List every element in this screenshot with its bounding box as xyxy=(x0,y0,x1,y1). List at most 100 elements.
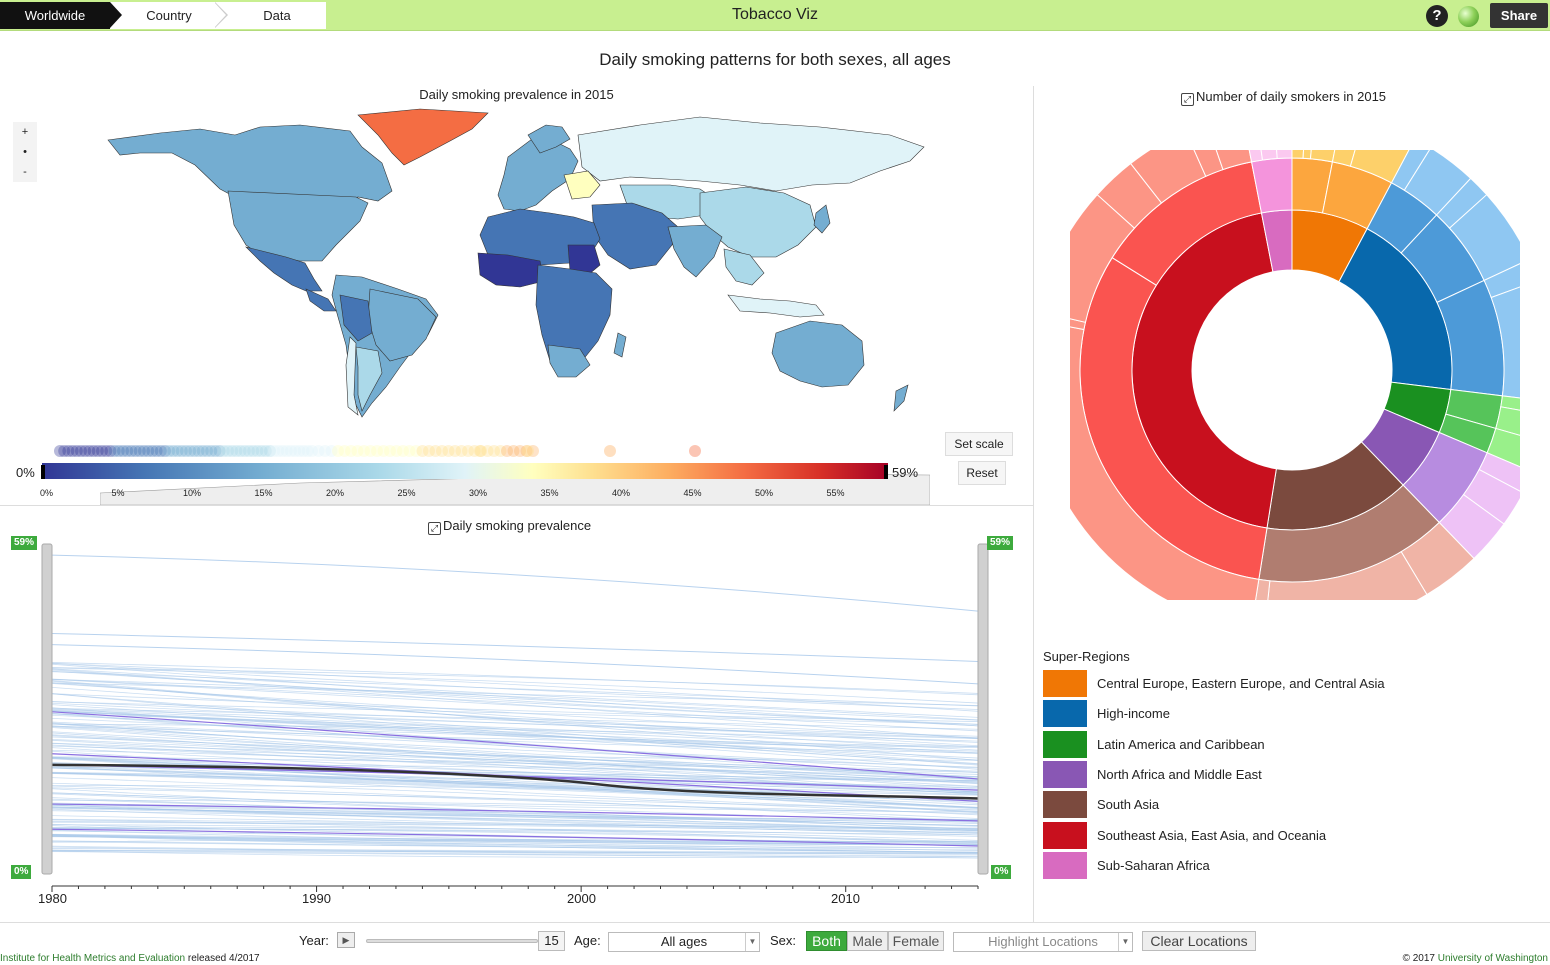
country-dot[interactable] xyxy=(468,445,481,457)
expand-icon[interactable]: ⤢ xyxy=(428,522,441,535)
country-distribution-dots[interactable] xyxy=(50,443,710,459)
country-dot[interactable] xyxy=(514,445,526,457)
country-dot[interactable] xyxy=(272,445,285,457)
country-dot[interactable] xyxy=(87,445,100,457)
country-dot[interactable] xyxy=(104,445,117,457)
country-dot[interactable] xyxy=(226,445,239,457)
tab-data[interactable]: Data xyxy=(214,2,326,29)
country-dot[interactable] xyxy=(79,445,92,457)
set-scale-button[interactable]: Set scale xyxy=(945,432,1013,456)
country-dot[interactable] xyxy=(62,445,75,457)
country-dot[interactable] xyxy=(201,445,213,457)
share-button[interactable]: Share xyxy=(1490,3,1548,28)
location-line[interactable] xyxy=(51,709,979,755)
ihme-logo-icon[interactable] xyxy=(1458,6,1479,27)
location-line[interactable] xyxy=(51,712,979,781)
country-dot[interactable] xyxy=(230,445,243,457)
country-dot[interactable] xyxy=(146,445,159,457)
country-dot[interactable] xyxy=(205,445,218,457)
location-line[interactable] xyxy=(51,702,979,740)
expand-icon[interactable]: ⤢ xyxy=(1181,93,1194,106)
reset-button[interactable]: Reset xyxy=(958,461,1006,485)
legend-item[interactable]: High-income xyxy=(1043,700,1170,728)
zoom-out-button[interactable]: - xyxy=(23,166,27,178)
country-dot[interactable] xyxy=(494,445,507,457)
country-dot[interactable] xyxy=(397,445,409,457)
location-line[interactable] xyxy=(51,644,979,685)
range-handle-left[interactable] xyxy=(41,543,53,875)
country-dot[interactable] xyxy=(345,445,357,457)
legend-item[interactable]: South Asia xyxy=(1043,791,1159,819)
location-line[interactable] xyxy=(51,797,979,833)
country-dot[interactable] xyxy=(117,445,129,457)
country-dot[interactable] xyxy=(474,445,486,457)
country-dot[interactable] xyxy=(280,445,293,457)
location-line[interactable] xyxy=(51,662,979,696)
location-line[interactable] xyxy=(51,678,979,721)
legend-max-handle[interactable] xyxy=(884,465,888,479)
country-dot[interactable] xyxy=(423,445,435,457)
country-dot[interactable] xyxy=(171,445,184,457)
location-line[interactable] xyxy=(51,782,979,823)
country-dot[interactable] xyxy=(70,445,83,457)
location-line[interactable] xyxy=(51,835,979,851)
sex-male-toggle[interactable]: Male xyxy=(847,931,888,951)
country-dot[interactable] xyxy=(312,445,325,457)
location-line[interactable] xyxy=(51,834,979,846)
country-dot[interactable] xyxy=(163,445,176,457)
country-dot[interactable] xyxy=(377,445,390,457)
country-arc[interactable] xyxy=(1265,551,1428,600)
highlight-locations-select[interactable]: Highlight Locations ▼ xyxy=(953,932,1133,952)
country-dot[interactable] xyxy=(188,445,201,457)
location-line[interactable] xyxy=(51,670,979,721)
country-dot[interactable] xyxy=(96,445,108,457)
country-dot[interactable] xyxy=(403,445,416,457)
country-dot[interactable] xyxy=(462,445,474,457)
clear-locations-button[interactable]: Clear Locations xyxy=(1142,931,1256,951)
location-line[interactable] xyxy=(51,721,979,754)
world-map[interactable] xyxy=(100,105,930,505)
country-dot[interactable] xyxy=(58,445,71,457)
smokers-sunburst[interactable] xyxy=(1070,150,1520,600)
help-icon[interactable]: ? xyxy=(1426,5,1448,27)
legend-min-handle[interactable] xyxy=(41,465,45,479)
country-dot[interactable] xyxy=(54,445,66,457)
country-dot[interactable] xyxy=(604,445,616,457)
play-button[interactable]: ▶ xyxy=(337,932,355,948)
tab-country[interactable]: Country xyxy=(110,2,228,29)
country-dot[interactable] xyxy=(112,445,125,457)
location-line[interactable] xyxy=(51,734,979,772)
location-line[interactable] xyxy=(51,700,979,737)
location-line[interactable] xyxy=(51,667,979,704)
country-dot[interactable] xyxy=(522,445,534,457)
location-line[interactable] xyxy=(51,668,979,718)
color-scale-legend[interactable] xyxy=(42,463,888,479)
country-dot[interactable] xyxy=(371,445,383,457)
location-line[interactable] xyxy=(51,808,979,830)
country-dot[interactable] xyxy=(319,445,331,457)
uw-link[interactable]: University of Washington xyxy=(1437,953,1548,964)
location-line[interactable] xyxy=(51,738,979,785)
country-arc[interactable] xyxy=(1070,320,1260,600)
location-line[interactable] xyxy=(51,840,979,854)
location-line[interactable] xyxy=(51,777,979,816)
country-dot[interactable] xyxy=(222,445,234,457)
location-line[interactable] xyxy=(51,554,979,612)
country-dot[interactable] xyxy=(520,445,533,457)
location-line[interactable] xyxy=(51,686,979,743)
country-dot[interactable] xyxy=(332,445,344,457)
country-dot[interactable] xyxy=(325,445,338,457)
legend-item[interactable]: Latin America and Caribbean xyxy=(1043,730,1265,758)
country-dot[interactable] xyxy=(689,445,701,457)
country-dot[interactable] xyxy=(481,445,494,457)
global-line[interactable] xyxy=(51,763,979,800)
country-dot[interactable] xyxy=(217,445,230,457)
country-dot[interactable] xyxy=(358,445,370,457)
country-dot[interactable] xyxy=(289,445,302,457)
location-line[interactable] xyxy=(51,731,979,778)
country-dot[interactable] xyxy=(238,445,251,457)
location-line[interactable] xyxy=(51,850,979,858)
region-line[interactable] xyxy=(51,711,979,780)
ihme-link[interactable]: Institute for Health Metrics and Evaluat… xyxy=(0,953,186,964)
country-dot[interactable] xyxy=(351,445,364,457)
